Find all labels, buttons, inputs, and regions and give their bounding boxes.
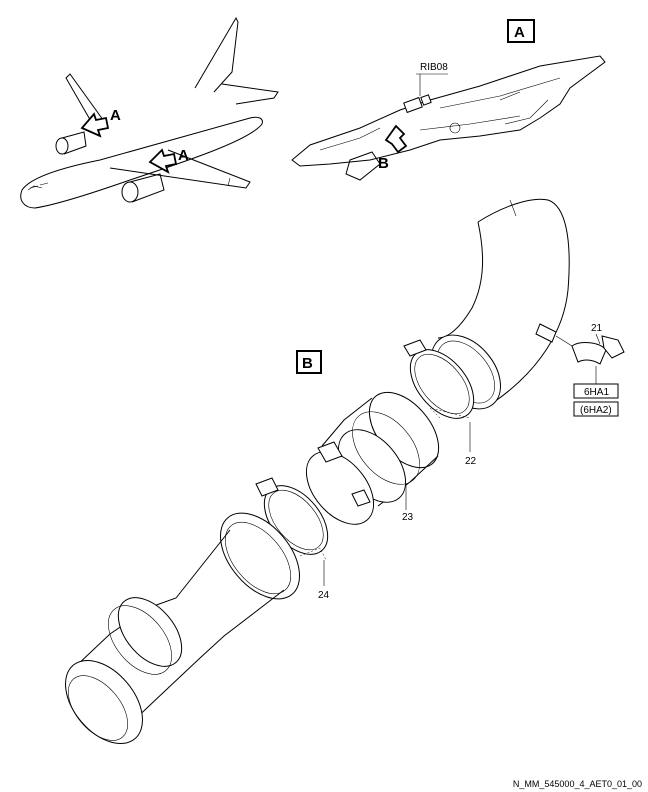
pylon-assembly [291, 55, 606, 181]
equipment-tag-box-6ha1 [573, 383, 619, 399]
zone-label-rib08: RIB08 [420, 62, 448, 73]
figure-reference: N_MM_545000_4_AET0_01_00 [513, 779, 642, 789]
view-arrow-label-a-upper: A [110, 107, 121, 124]
rib08-leader [416, 73, 448, 96]
clamp-upper [403, 339, 475, 419]
detail-a-box [507, 19, 535, 43]
coupling-sleeve [305, 391, 440, 525]
lower-duct [65, 512, 301, 745]
elbow-union [535, 323, 625, 365]
item-21-leader [595, 333, 601, 345]
item-number-21: 21 [591, 323, 603, 334]
detail-b-box [296, 350, 322, 374]
equipment-tag-6ha2: (6HA2) [580, 405, 612, 416]
view-arrow-label-a-lower: A [178, 147, 189, 164]
item-number-22: 22 [465, 456, 477, 467]
equipment-tag-box-6ha2 [573, 401, 619, 417]
equipment-tag-6ha1: 6HA1 [584, 387, 609, 398]
aircraft-overview [20, 16, 279, 209]
item-number-23: 23 [402, 512, 414, 523]
detail-a-title: A [514, 24, 525, 41]
view-arrow-label-b: B [378, 155, 389, 172]
item-number-24: 24 [318, 590, 330, 601]
detail-b-title: B [302, 355, 313, 372]
